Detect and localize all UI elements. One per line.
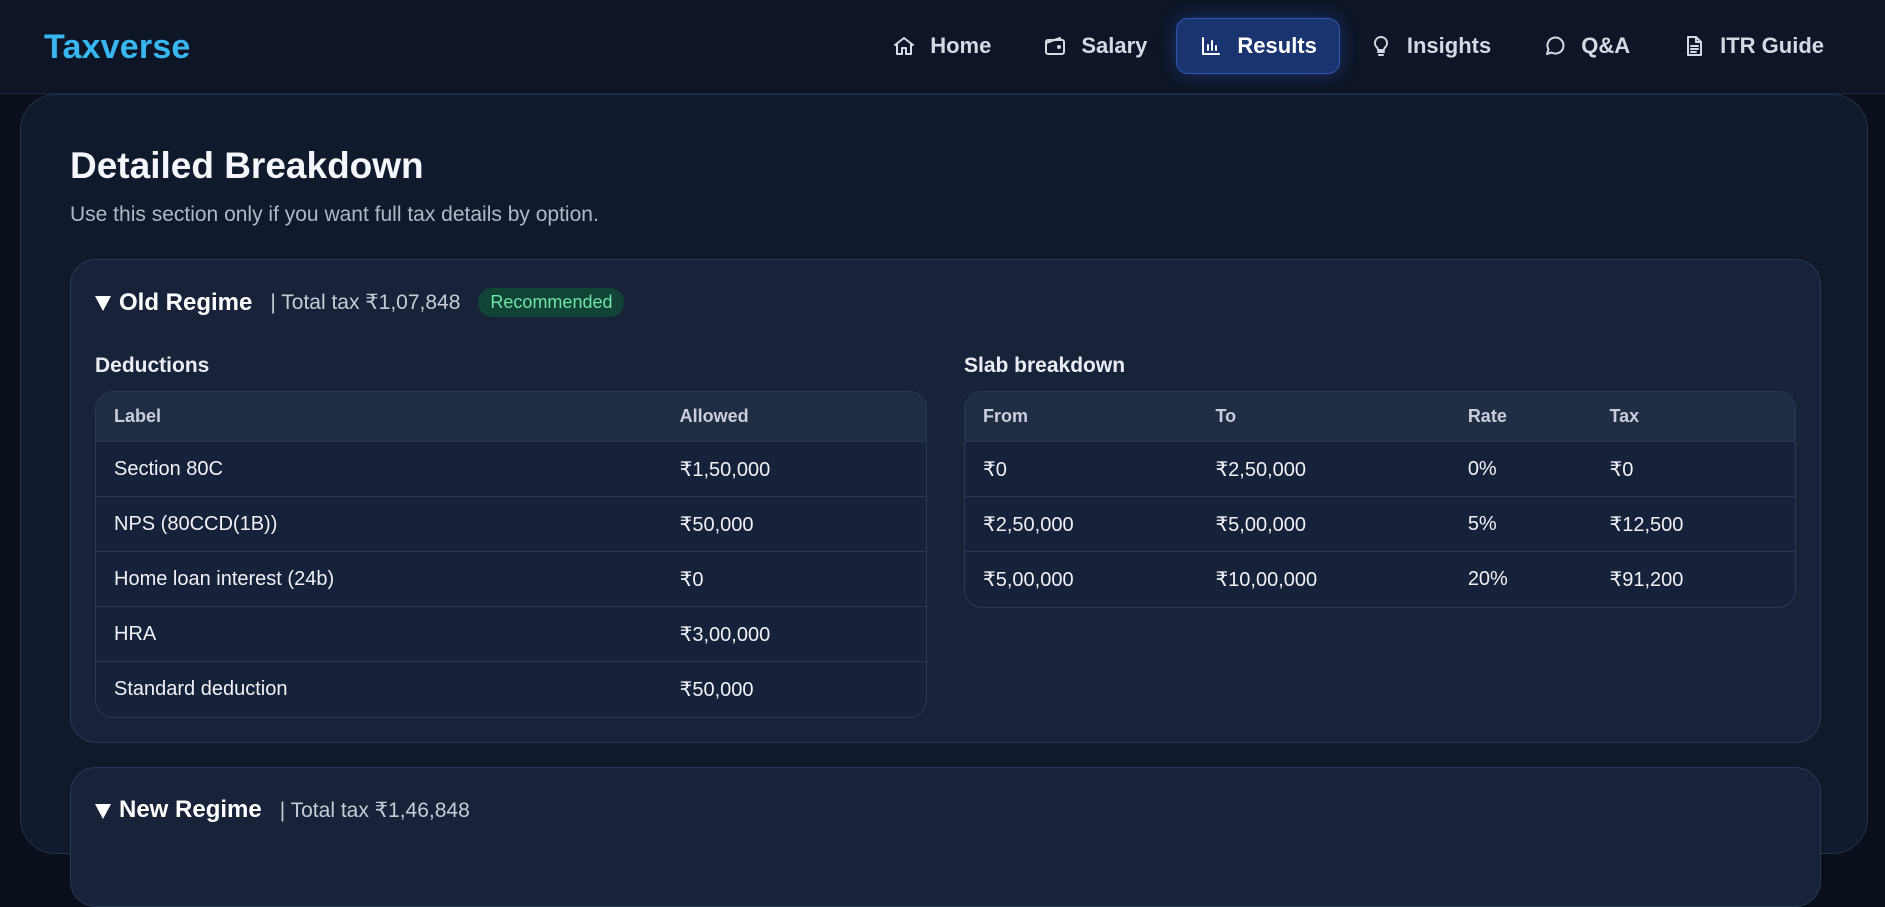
nav-label: Q&A [1581,33,1631,58]
deduction-amount: ₹1,50,000 [679,458,771,481]
deduction-label: Standard deduction [114,678,288,700]
nav-results[interactable]: Results [1176,18,1340,74]
table-row: Home loan interest (24b) ₹0 [96,552,926,607]
main-nav: Home Salary Results Insights Q&A ITR Gui… [869,18,1847,74]
deduction-amount: ₹3,00,000 [679,623,771,646]
deduction-label: Section 80C [114,457,223,480]
column-header: From [983,406,1028,426]
regime-total-tax: | Total tax ₹1,46,848 [279,798,470,822]
chat-icon [1546,36,1565,55]
caret-down-icon [95,296,111,311]
slab-rate: 5% [1467,512,1497,535]
regime-total-tax: | Total tax ₹1,07,848 [270,291,461,314]
slab-from: ₹0 [983,458,1007,481]
lightbulb-icon [1373,35,1388,56]
page-subtitle: Use this section only if you want full t… [70,203,599,226]
nav-salary[interactable]: Salary [1020,18,1170,74]
table-row: Section 80C ₹1,50,000 [96,442,926,497]
top-navbar: Taxverse Home Salary Results Insights Q&… [0,0,1885,94]
nav-qa[interactable]: Q&A [1520,18,1653,74]
table-header: From To Rate Tax [965,392,1795,442]
regime-name: Old Regime [119,288,253,316]
recommended-badge: Recommended [478,288,625,317]
table-row: HRA ₹3,00,000 [96,607,926,662]
nav-label: Results [1237,33,1317,58]
table-row: ₹0 ₹2,50,000 0% ₹0 [965,442,1795,497]
nav-itr-guide[interactable]: ITR Guide [1659,18,1847,74]
old-regime-section: Old Regime | Total tax ₹1,07,848 Recomme… [70,259,1821,743]
old-regime-toggle[interactable]: Old Regime | Total tax ₹1,07,848 Recomme… [95,288,625,317]
deduction-amount: ₹0 [679,568,704,591]
slab-rate: 20% [1467,568,1508,590]
column-header: Label [114,406,162,426]
table-row: ₹5,00,000 ₹10,00,000 20% ₹91,200 [965,552,1795,607]
new-regime-toggle[interactable]: New Regime | Total tax ₹1,46,848 [95,796,470,824]
nav-insights[interactable]: Insights [1346,18,1514,74]
home-icon [894,37,915,55]
slab-from: ₹5,00,000 [983,569,1074,591]
regime-name: New Regime [119,796,262,823]
column-header: To [1215,406,1237,426]
slab-to: ₹2,50,000 [1215,458,1307,481]
slab-breakdown-title: Slab breakdown [964,354,1126,377]
nav-label: Salary [1081,33,1148,58]
deductions-table: Label Allowed Section 80C ₹1,50,000 NPS … [95,391,927,718]
table-row: NPS (80CCD(1B)) ₹50,000 [96,497,926,552]
column-header: Tax [1609,406,1640,426]
nav-home[interactable]: Home [869,18,1014,74]
nav-label: Insights [1406,33,1492,58]
slab-tax: ₹12,500 [1609,513,1684,536]
deduction-amount: ₹50,000 [679,679,754,701]
table-row: Standard deduction ₹50,000 [96,662,926,717]
table-row: ₹2,50,000 ₹5,00,000 5% ₹12,500 [965,497,1795,552]
document-icon [1687,36,1703,56]
detailed-breakdown-panel: Detailed Breakdown Use this section only… [20,94,1868,907]
column-header: Allowed [679,406,749,426]
slab-tax: ₹91,200 [1609,569,1684,591]
slab-to: ₹5,00,000 [1215,513,1307,536]
deduction-label: Home loan interest (24b) [114,567,335,590]
page-title: Detailed Breakdown [70,145,424,186]
caret-down-icon [95,803,111,819]
slab-rate: 0% [1467,457,1497,480]
nav-label: ITR Guide [1720,33,1824,58]
slab-breakdown-table: From To Rate Tax ₹0 ₹2,50,000 0% ₹0 ₹2,5… [964,391,1796,608]
deduction-label: HRA [114,622,157,645]
wallet-icon [1045,37,1066,55]
table-header: Label Allowed [96,392,926,442]
column-header: Rate [1467,406,1507,426]
nav-label: Home [930,33,992,58]
new-regime-section: New Regime | Total tax ₹1,46,848 [70,767,1821,907]
deduction-amount: ₹50,000 [679,513,754,536]
slab-to: ₹10,00,000 [1215,569,1318,591]
bar-chart-icon [1202,37,1221,55]
deduction-label: NPS (80CCD(1B)) [114,512,278,535]
brand-logo[interactable]: Taxverse [44,28,191,66]
slab-from: ₹2,50,000 [983,513,1074,536]
deductions-title: Deductions [95,354,210,377]
slab-tax: ₹0 [1609,458,1634,481]
